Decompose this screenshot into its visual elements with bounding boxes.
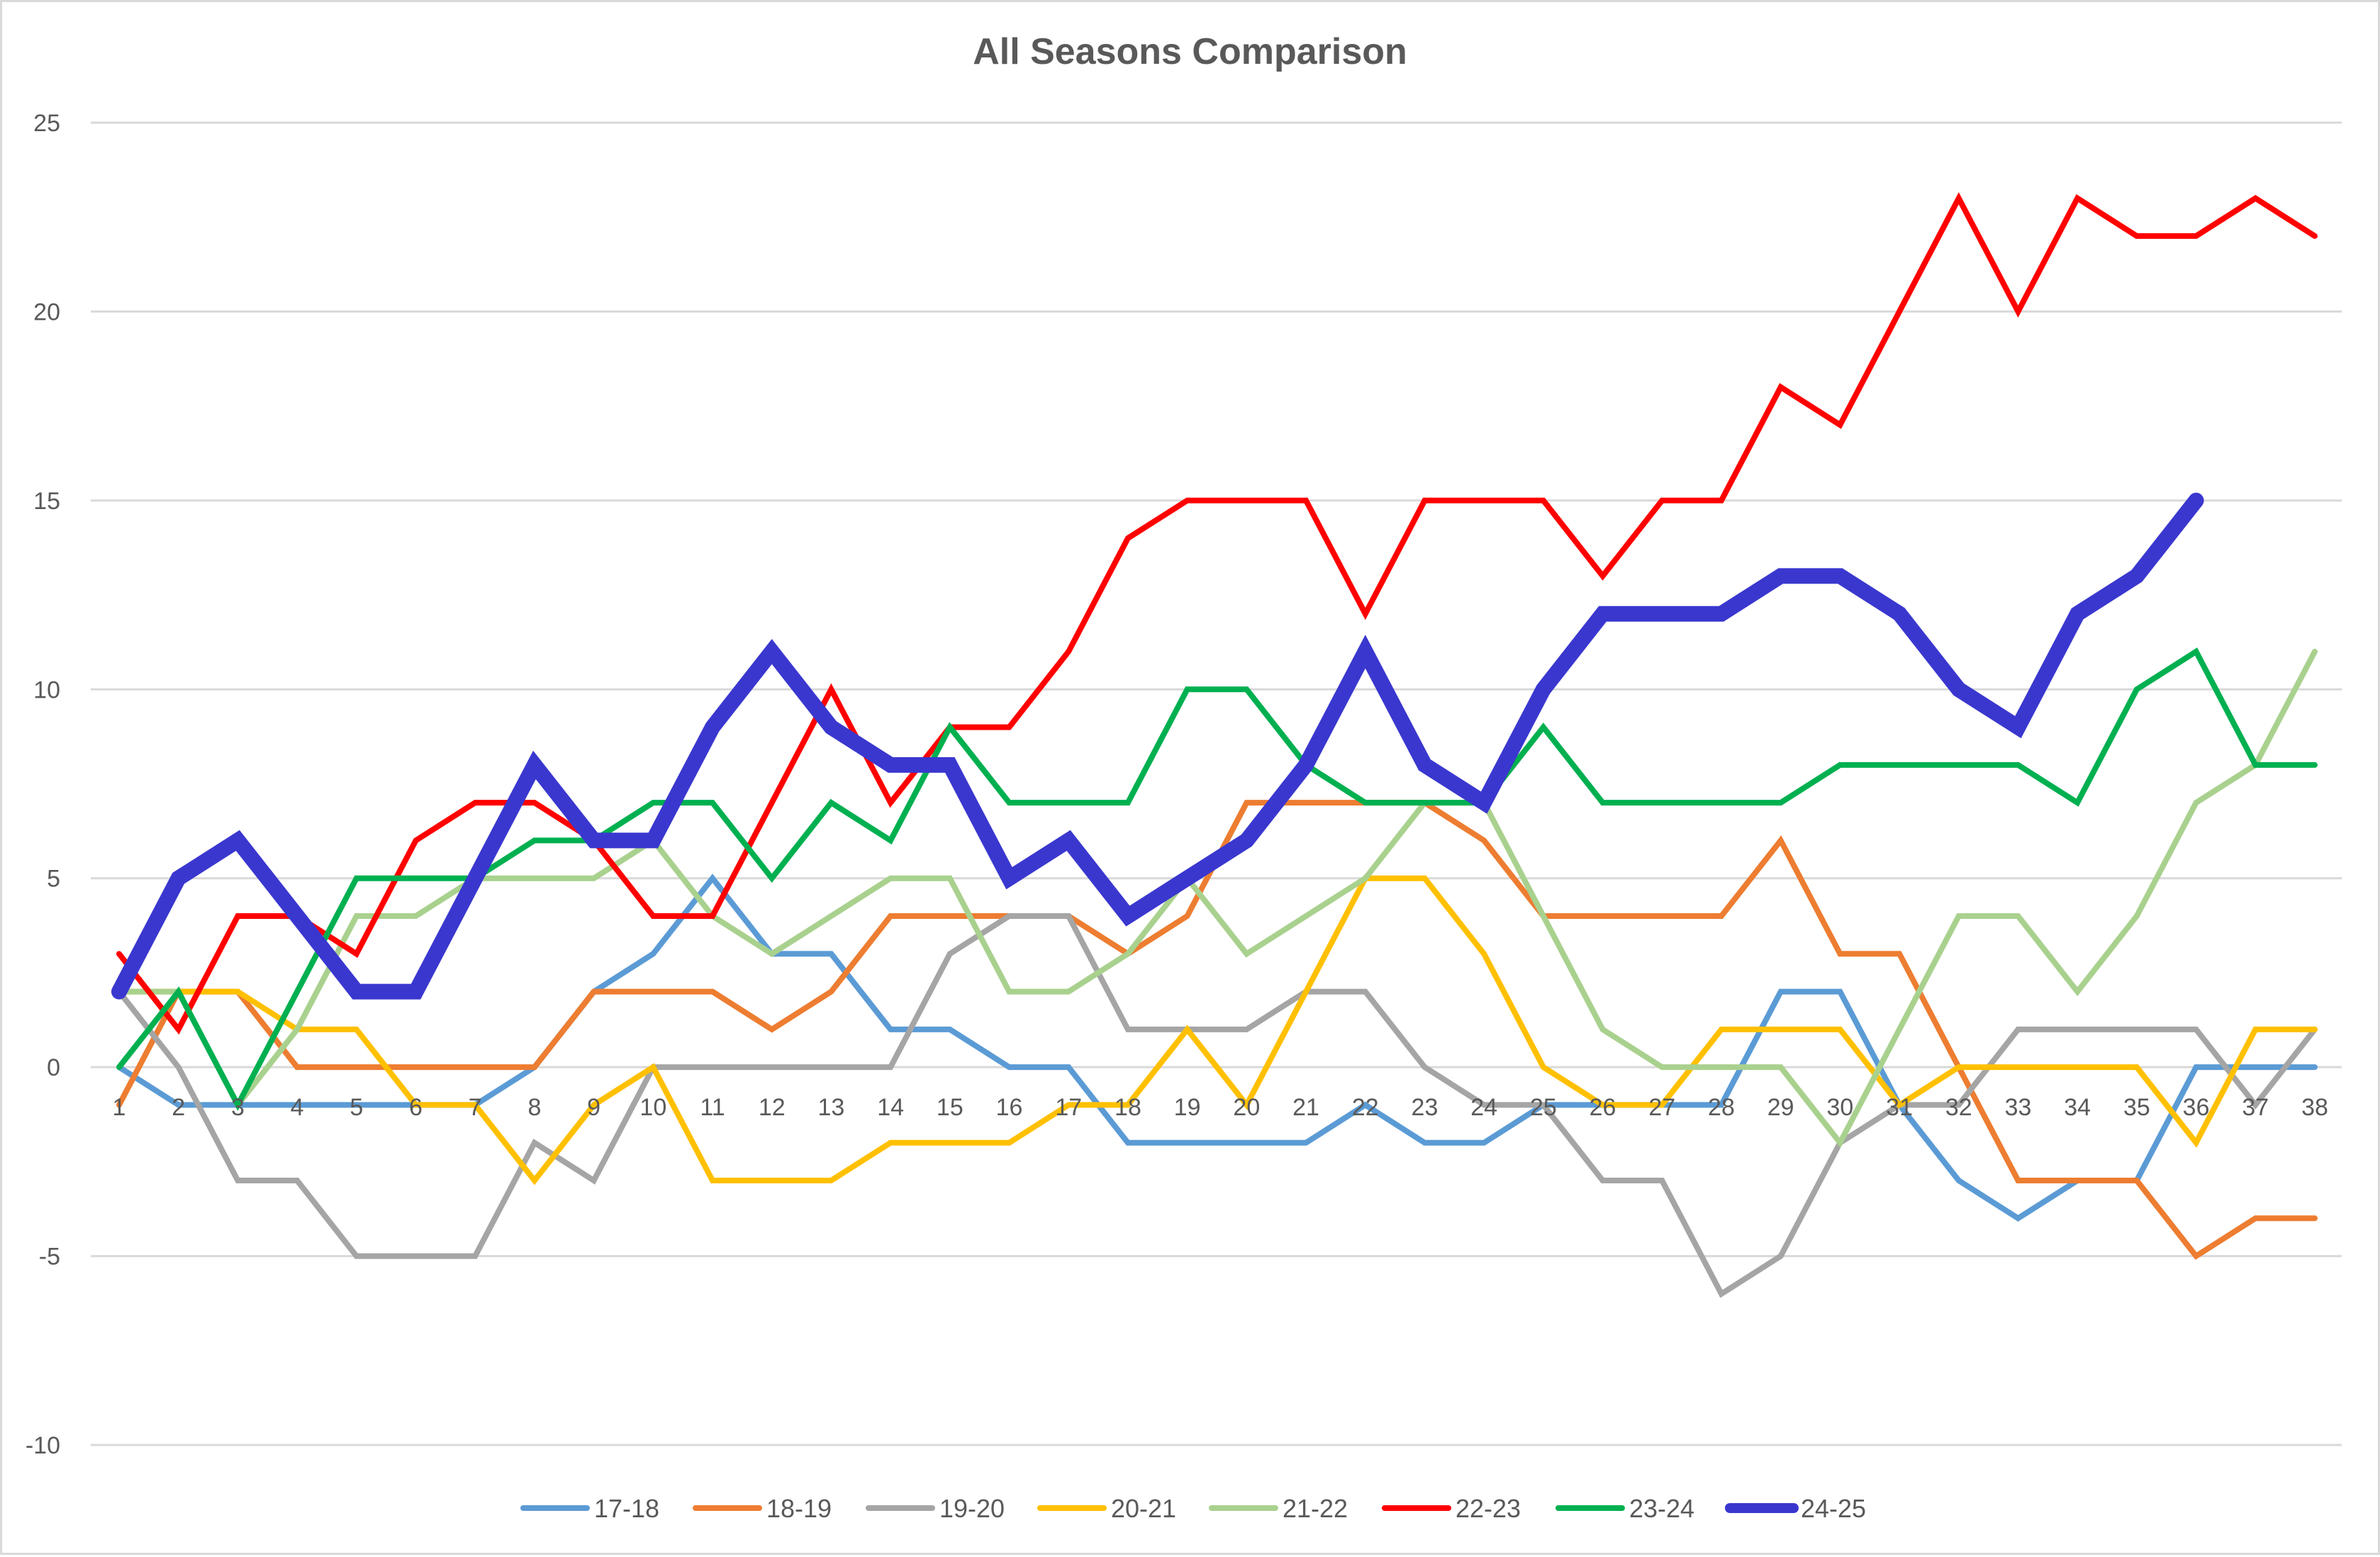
x-tick-label: 27 bbox=[1648, 1094, 1675, 1121]
series-line-20-21 bbox=[116, 875, 2318, 1185]
x-tick-label: 30 bbox=[1826, 1094, 1853, 1121]
legend-label: 21-22 bbox=[1283, 1494, 1348, 1523]
x-tick-label: 11 bbox=[700, 1094, 725, 1121]
series-line-22-23 bbox=[116, 191, 2318, 1035]
y-tick-label: 5 bbox=[47, 866, 60, 893]
x-tick-label: 28 bbox=[1708, 1094, 1735, 1121]
grid-lines bbox=[91, 121, 2342, 1446]
y-tick-label: -10 bbox=[26, 1432, 60, 1459]
x-tick-label: 31 bbox=[1886, 1094, 1913, 1121]
series-lines bbox=[111, 191, 2318, 1298]
legend-label: 19-20 bbox=[939, 1494, 1005, 1523]
legend-label: 17-18 bbox=[594, 1494, 659, 1523]
legend-item-20-21: 20-21 bbox=[1037, 1494, 1176, 1523]
x-tick-label: 32 bbox=[1945, 1094, 1972, 1121]
x-tick-label: 17 bbox=[1055, 1094, 1082, 1121]
legend-item-21-22: 21-22 bbox=[1209, 1494, 1348, 1523]
x-tick-label: 18 bbox=[1114, 1094, 1141, 1121]
legend-item-24-25: 24-25 bbox=[1725, 1494, 1866, 1523]
series-line-24-25 bbox=[111, 492, 2204, 1000]
y-tick-label: 25 bbox=[33, 110, 60, 137]
legend-label: 24-25 bbox=[1801, 1494, 1866, 1523]
legend-item-17-18: 17-18 bbox=[520, 1494, 659, 1523]
legend: 17-18 18-19 19-20 20-21 21-22 22-23 23-24 24-25 bbox=[520, 1494, 1866, 1523]
x-tick-label: 4 bbox=[291, 1094, 304, 1121]
legend-item-22-23: 22-23 bbox=[1382, 1494, 1521, 1523]
y-tick-label: 10 bbox=[33, 676, 60, 703]
legend-label: 22-23 bbox=[1456, 1494, 1521, 1523]
x-tick-label: 1 bbox=[113, 1094, 126, 1121]
x-tick-label: 10 bbox=[639, 1094, 666, 1121]
x-tick-label: 21 bbox=[1292, 1094, 1319, 1121]
legend-label: 18-19 bbox=[766, 1494, 832, 1523]
x-tick-label: 26 bbox=[1590, 1094, 1616, 1121]
x-tick-label: 23 bbox=[1412, 1094, 1438, 1121]
series-line-19-20 bbox=[116, 913, 2318, 1298]
x-tick-label: 37 bbox=[2242, 1094, 2269, 1121]
x-tick-label: 35 bbox=[2123, 1094, 2150, 1121]
x-tick-label: 22 bbox=[1352, 1094, 1379, 1121]
series-line-17-18 bbox=[116, 874, 2318, 1222]
legend-item-18-19: 18-19 bbox=[693, 1494, 832, 1523]
y-tick-label: -5 bbox=[39, 1244, 60, 1271]
y-tick-label: 15 bbox=[33, 488, 60, 515]
legend-label: 20-21 bbox=[1111, 1494, 1176, 1523]
x-tick-label: 24 bbox=[1470, 1094, 1497, 1121]
x-tick-label: 25 bbox=[1530, 1094, 1557, 1121]
x-tick-label: 29 bbox=[1767, 1094, 1794, 1121]
x-tick-label: 33 bbox=[2005, 1094, 2032, 1121]
x-tick-label: 8 bbox=[527, 1094, 541, 1121]
y-axis-ticks: -10 -5 0 5 10 15 20 25 bbox=[26, 110, 60, 1459]
x-tick-label: 6 bbox=[409, 1094, 423, 1121]
x-tick-label: 5 bbox=[350, 1094, 363, 1121]
x-tick-label: 12 bbox=[759, 1094, 786, 1121]
y-tick-label: 20 bbox=[33, 298, 60, 325]
x-tick-label: 19 bbox=[1174, 1094, 1201, 1121]
legend-label: 23-24 bbox=[1629, 1494, 1694, 1523]
chart-title: All Seasons Comparison bbox=[973, 31, 1407, 72]
y-tick-label: 0 bbox=[47, 1054, 60, 1081]
x-tick-label: 36 bbox=[2183, 1094, 2210, 1121]
legend-item-19-20: 19-20 bbox=[866, 1494, 1005, 1523]
x-axis-ticks: 1 2 3 4 5 6 7 8 9 10 11 12 13 14 15 16 17 18 19 20 21 22 23 24 2… bbox=[113, 1094, 2328, 1121]
series-line-21-22 bbox=[116, 649, 2318, 1149]
x-tick-label: 9 bbox=[587, 1094, 600, 1121]
x-tick-label: 15 bbox=[937, 1094, 963, 1121]
x-tick-label: 16 bbox=[996, 1094, 1023, 1121]
x-tick-label: 34 bbox=[2064, 1094, 2091, 1121]
x-tick-label: 7 bbox=[469, 1094, 482, 1121]
x-tick-label: 38 bbox=[2301, 1094, 2328, 1121]
x-tick-label: 3 bbox=[231, 1094, 245, 1121]
x-tick-label: 13 bbox=[818, 1094, 845, 1121]
x-tick-label: 14 bbox=[877, 1094, 904, 1121]
legend-item-23-24: 23-24 bbox=[1555, 1494, 1694, 1523]
x-tick-label: 20 bbox=[1233, 1094, 1260, 1121]
x-tick-label: 2 bbox=[172, 1094, 185, 1121]
